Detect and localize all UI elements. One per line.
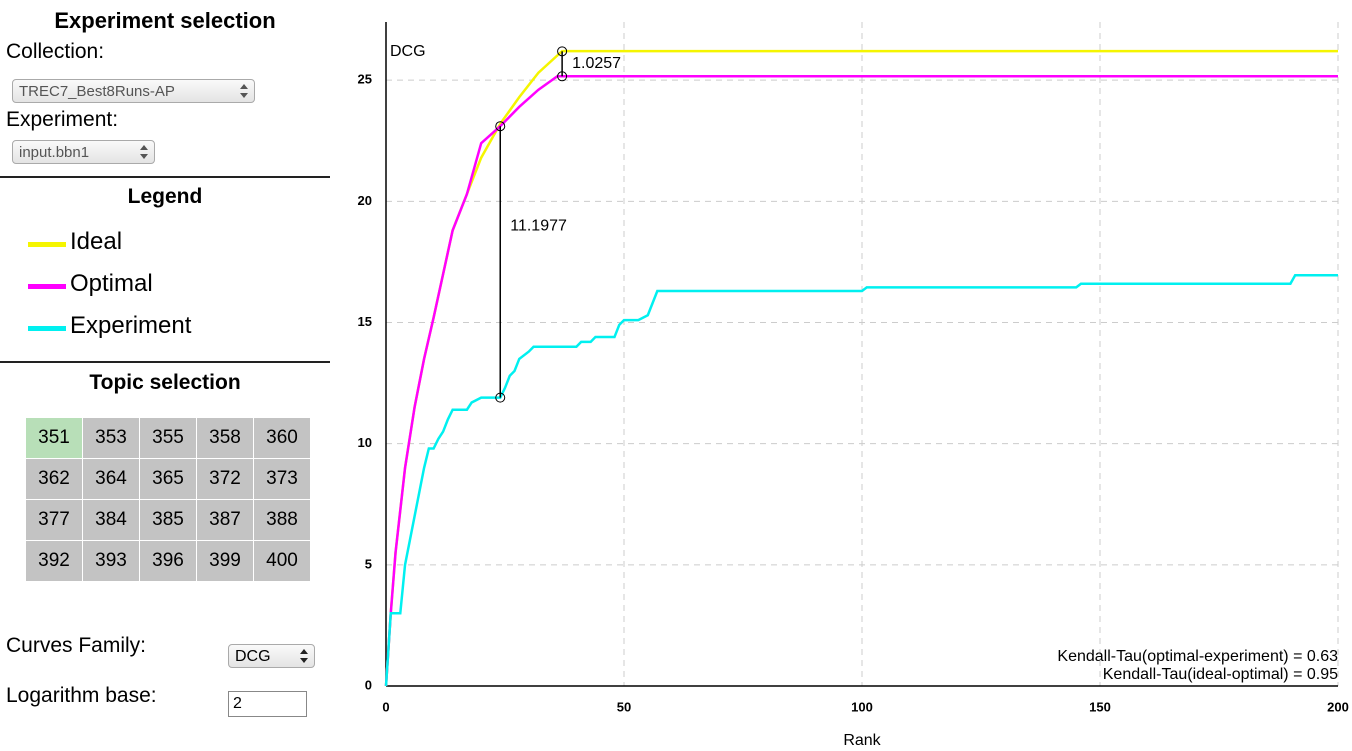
line-series — [384, 273, 1338, 687]
experiment-label: Experiment: — [6, 108, 119, 131]
topic-cell[interactable]: 399 — [196, 540, 254, 582]
legend-label: Ideal — [70, 228, 123, 255]
legend-label: Optimal — [70, 270, 153, 297]
topic-cell[interactable]: 396 — [139, 540, 197, 582]
legend-title: Legend — [127, 185, 203, 208]
x-tick-label: 100 — [851, 699, 873, 714]
y-tick-label: 0 — [365, 677, 372, 692]
y-axis-label: DCG — [390, 43, 426, 60]
topic-cell[interactable]: 377 — [25, 499, 83, 541]
log-base-value: 2 — [233, 695, 242, 712]
y-tick-label: 15 — [358, 314, 372, 329]
legend-swatch — [28, 326, 66, 331]
topic-cell[interactable]: 372 — [196, 458, 254, 500]
topic-cell[interactable]: 364 — [82, 458, 140, 500]
curves-family-select[interactable]: DCG — [228, 644, 315, 668]
difference-label: 11.1977 — [510, 217, 567, 234]
note: Kendall-Tau(ideal-optimal) = 0.95 — [1103, 666, 1338, 683]
log-base-label: Logarithm base: — [6, 684, 157, 707]
y-tick-label: 5 — [365, 556, 372, 571]
topic-title: Topic selection — [89, 371, 241, 394]
collection-select[interactable]: TREC7_Best8Runs-AP — [12, 79, 255, 103]
legend-swatch — [28, 242, 66, 247]
divider — [0, 361, 330, 363]
topic-cell[interactable]: 400 — [253, 540, 311, 582]
line-series — [384, 75, 1338, 687]
collection-label: Collection: — [6, 40, 105, 63]
difference-point — [495, 392, 506, 403]
topic-cell[interactable]: 355 — [139, 417, 197, 459]
y-tick-label: 25 — [358, 72, 372, 87]
topic-cell[interactable]: 387 — [196, 499, 254, 541]
x-tick-label: 200 — [1327, 699, 1349, 714]
topic-grid: 351 353 355 358 360 362 364 365 372 373 377 384 385 3… — [25, 417, 311, 582]
y-tick-label: 10 — [358, 435, 372, 450]
y-tick-label: 20 — [358, 193, 372, 208]
topic-row: 392 393 396 399 400 — [25, 540, 311, 582]
select-arrows — [300, 649, 308, 663]
topic-cell[interactable]: 362 — [25, 458, 83, 500]
topic-cell[interactable]: 384 — [82, 499, 140, 541]
note: Kendall-Tau(optimal-experiment) = 0.63 — [1057, 648, 1338, 665]
legend-swatch — [28, 284, 66, 289]
topic-row: 377 384 385 387 388 — [25, 499, 311, 541]
x-axis-label: Rank — [843, 732, 881, 749]
select-arrows — [140, 145, 148, 159]
collection-value: TREC7_Best8Runs-AP — [19, 83, 175, 100]
experiment-value: input.bbn1 — [19, 144, 90, 161]
topic-cell[interactable]: 358 — [196, 417, 254, 459]
divider — [0, 176, 330, 178]
topic-cell[interactable]: 373 — [253, 458, 311, 500]
difference-point — [557, 46, 568, 57]
topic-cell[interactable]: 353 — [82, 417, 140, 459]
select-arrows — [240, 84, 248, 98]
difference-point — [495, 121, 506, 132]
log-base-input[interactable]: 2 — [228, 691, 307, 717]
x-tick-label: 50 — [617, 699, 631, 714]
topic-cell[interactable]: 388 — [253, 499, 311, 541]
experiment-select[interactable]: input.bbn1 — [12, 140, 155, 164]
x-tick-label: 150 — [1089, 699, 1111, 714]
topic-cell[interactable]: 360 — [253, 417, 311, 459]
x-tick-label: 0 — [382, 699, 389, 714]
experiment-title: Experiment selection — [54, 8, 276, 33]
topic-cell[interactable]: 351 — [25, 417, 83, 459]
curves-family-label: Curves Family: — [6, 634, 147, 657]
curves-family-value: DCG — [235, 648, 271, 665]
difference-label: 1.0257 — [572, 55, 621, 72]
legend-label: Experiment — [70, 312, 192, 339]
topic-row: 351 353 355 358 360 — [25, 417, 311, 459]
difference-point — [557, 71, 568, 82]
topic-cell[interactable]: 392 — [25, 540, 83, 582]
topic-cell[interactable]: 393 — [82, 540, 140, 582]
